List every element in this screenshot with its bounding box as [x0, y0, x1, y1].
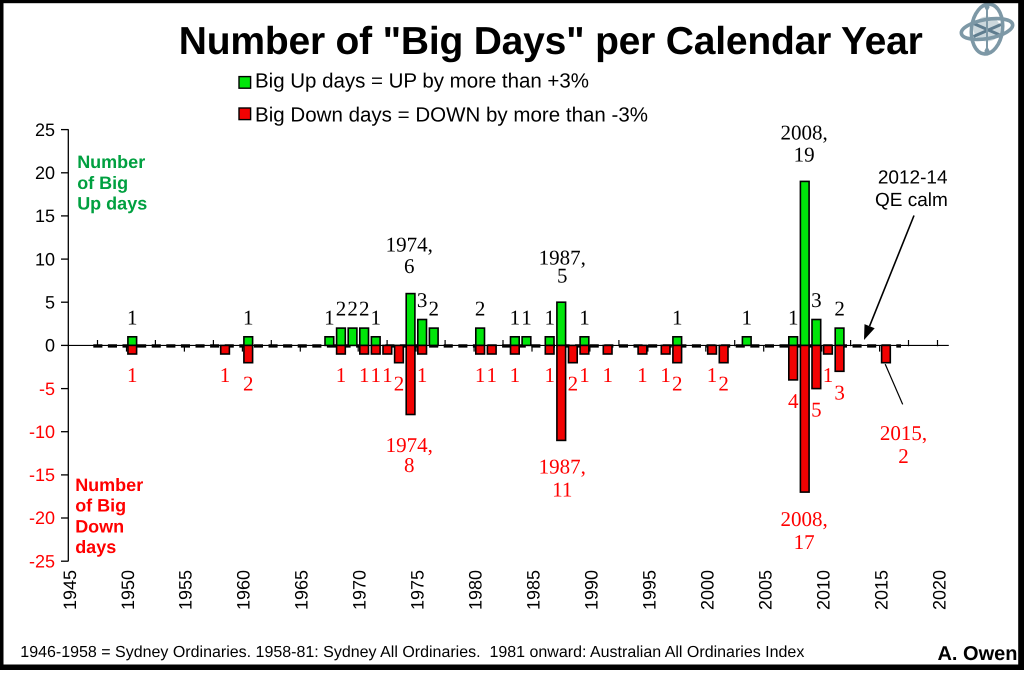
svg-text:-5: -5 — [39, 379, 55, 399]
svg-text:2008,: 2008, — [780, 121, 827, 145]
svg-text:-10: -10 — [29, 422, 55, 442]
svg-text:1995: 1995 — [640, 570, 660, 610]
svg-text:1: 1 — [336, 363, 347, 387]
svg-text:1: 1 — [127, 305, 138, 329]
svg-text:3: 3 — [811, 288, 822, 312]
svg-text:6: 6 — [404, 254, 415, 278]
svg-text:1: 1 — [823, 363, 834, 387]
svg-text:15: 15 — [35, 206, 55, 226]
svg-text:of Big: of Big — [77, 173, 128, 193]
svg-text:1: 1 — [788, 305, 799, 329]
svg-text:1: 1 — [475, 363, 486, 387]
svg-text:1: 1 — [660, 363, 671, 387]
svg-text:3: 3 — [834, 380, 845, 404]
svg-text:2: 2 — [672, 372, 683, 396]
svg-text:8: 8 — [404, 453, 415, 477]
svg-text:2: 2 — [359, 297, 370, 321]
svg-text:2000: 2000 — [698, 570, 718, 610]
svg-text:1974,: 1974, — [386, 233, 433, 257]
svg-text:1990: 1990 — [582, 570, 602, 610]
svg-text:2015,: 2015, — [880, 421, 927, 445]
svg-text:25: 25 — [35, 120, 55, 140]
svg-text:Down: Down — [75, 516, 124, 536]
svg-text:1: 1 — [521, 305, 532, 329]
svg-text:1: 1 — [510, 363, 521, 387]
svg-text:1: 1 — [371, 363, 382, 387]
svg-text:10: 10 — [35, 249, 55, 269]
svg-text:Number: Number — [77, 152, 145, 172]
svg-text:1: 1 — [579, 363, 590, 387]
svg-text:3: 3 — [417, 288, 428, 312]
svg-text:1955: 1955 — [176, 570, 196, 610]
svg-text:17: 17 — [794, 530, 815, 554]
svg-text:1: 1 — [544, 363, 555, 387]
svg-text:1975: 1975 — [408, 570, 428, 610]
svg-text:Big Up days = UP by more than: Big Up days = UP by more than +3% — [255, 70, 589, 93]
svg-text:2010: 2010 — [814, 570, 834, 610]
svg-text:2015: 2015 — [871, 570, 891, 610]
svg-text:1: 1 — [220, 363, 231, 387]
svg-text:5: 5 — [557, 264, 568, 288]
svg-text:1974,: 1974, — [386, 433, 433, 457]
svg-text:19: 19 — [794, 143, 815, 167]
svg-text:1970: 1970 — [350, 570, 370, 610]
svg-text:1985: 1985 — [524, 570, 544, 610]
svg-text:QE calm: QE calm — [875, 190, 948, 211]
svg-text:5: 5 — [45, 292, 55, 312]
svg-text:1950: 1950 — [118, 570, 138, 610]
svg-text:1: 1 — [672, 305, 683, 329]
svg-text:1: 1 — [486, 363, 497, 387]
svg-text:11: 11 — [552, 477, 572, 501]
svg-text:2: 2 — [336, 297, 347, 321]
svg-text:1: 1 — [510, 305, 521, 329]
svg-text:2012-14: 2012-14 — [878, 168, 948, 189]
svg-text:1: 1 — [602, 363, 613, 387]
svg-text:2: 2 — [834, 297, 845, 321]
svg-text:2020: 2020 — [929, 570, 949, 610]
svg-text:1: 1 — [637, 363, 648, 387]
svg-text:1: 1 — [579, 305, 590, 329]
svg-text:1965: 1965 — [292, 570, 312, 610]
svg-text:-25: -25 — [29, 551, 55, 571]
svg-text:Number: Number — [75, 475, 143, 495]
svg-text:1: 1 — [417, 363, 428, 387]
svg-text:1: 1 — [127, 363, 138, 387]
svg-text:2: 2 — [898, 444, 909, 468]
svg-text:4: 4 — [788, 389, 799, 413]
svg-text:2: 2 — [568, 372, 579, 396]
svg-text:1946-1958 = Sydney Ordinaries.: 1946-1958 = Sydney Ordinaries. 1958-81: … — [20, 644, 804, 661]
svg-text:1: 1 — [544, 305, 555, 329]
svg-text:-15: -15 — [29, 465, 55, 485]
svg-text:2: 2 — [243, 372, 254, 396]
svg-text:1980: 1980 — [466, 570, 486, 610]
svg-text:Up days: Up days — [77, 194, 147, 214]
svg-text:1: 1 — [371, 305, 382, 329]
svg-text:1: 1 — [382, 363, 393, 387]
svg-text:1: 1 — [742, 305, 753, 329]
svg-text:20: 20 — [35, 163, 55, 183]
svg-text:Big Down days = DOWN by more t: Big Down days = DOWN by more than -3% — [255, 104, 648, 127]
svg-text:2: 2 — [347, 297, 358, 321]
svg-text:1: 1 — [359, 363, 370, 387]
svg-text:Number of "Big Days" per Calen: Number of "Big Days" per Calendar Year — [179, 20, 923, 63]
svg-text:0: 0 — [45, 336, 55, 356]
svg-text:-20: -20 — [29, 508, 55, 528]
svg-text:2: 2 — [718, 372, 729, 396]
svg-text:1: 1 — [243, 305, 254, 329]
svg-text:days: days — [75, 537, 116, 557]
svg-text:1960: 1960 — [234, 570, 254, 610]
svg-text:1945: 1945 — [60, 570, 80, 610]
svg-text:2: 2 — [475, 297, 486, 321]
svg-text:1987,: 1987, — [539, 245, 586, 269]
svg-text:2008,: 2008, — [780, 507, 827, 531]
svg-text:A. Owen: A. Owen — [937, 643, 1017, 665]
svg-text:of Big: of Big — [75, 496, 126, 516]
svg-text:5: 5 — [811, 398, 822, 422]
svg-text:1987,: 1987, — [539, 454, 586, 478]
svg-text:2: 2 — [428, 297, 439, 321]
svg-text:2: 2 — [394, 372, 405, 396]
svg-text:1: 1 — [707, 363, 718, 387]
svg-text:2005: 2005 — [756, 570, 776, 610]
svg-text:1: 1 — [324, 305, 335, 329]
